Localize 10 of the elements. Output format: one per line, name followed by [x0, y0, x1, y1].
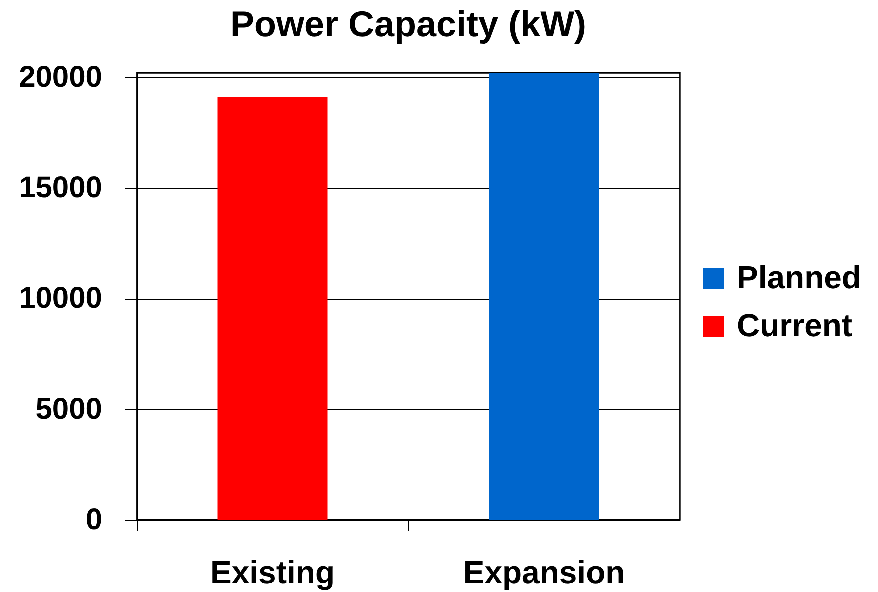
x-tick-label: Existing — [210, 554, 335, 590]
chart-title: Power Capacity (kW) — [230, 3, 587, 44]
y-tick-label: 0 — [86, 504, 102, 536]
y-tick-label: 10000 — [19, 282, 102, 316]
legend-label: Current — [737, 308, 853, 344]
x-tick-label: Expansion — [463, 554, 626, 590]
y-tick-label: 5000 — [36, 392, 102, 426]
y-tick-label: 20000 — [19, 60, 102, 94]
legend-label: Planned — [737, 260, 862, 296]
y-tick-label: 15000 — [19, 172, 102, 205]
